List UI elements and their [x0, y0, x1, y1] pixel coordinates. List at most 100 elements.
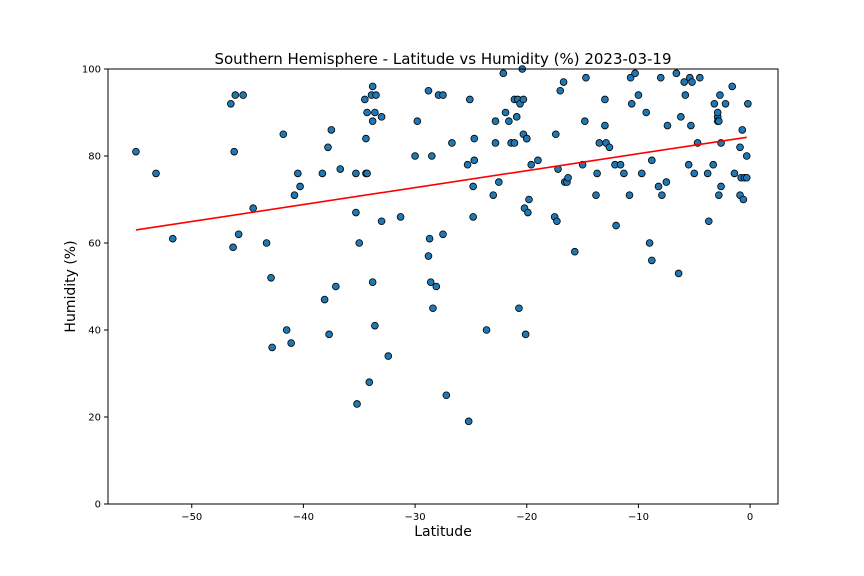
- data-point: [620, 169, 628, 178]
- data-point: [627, 100, 636, 108]
- data-point: [710, 100, 719, 108]
- data-point: [730, 169, 739, 178]
- y-tick-label: 80: [88, 152, 101, 163]
- data-point: [282, 326, 291, 334]
- data-point: [362, 134, 370, 143]
- regression-layer: [135, 136, 747, 231]
- data-point: [352, 169, 360, 178]
- data-point: [672, 69, 681, 78]
- data-point: [658, 191, 666, 199]
- data-point: [512, 113, 521, 121]
- data-point: [739, 195, 748, 204]
- data-point: [249, 204, 257, 213]
- data-point: [728, 82, 737, 91]
- data-point: [294, 169, 302, 178]
- data-point: [601, 121, 609, 130]
- data-point: [365, 378, 374, 387]
- data-point: [489, 191, 498, 199]
- data-point: [713, 108, 722, 117]
- data-point: [132, 147, 140, 156]
- data-point: [556, 86, 565, 95]
- data-point: [371, 321, 379, 330]
- data-point: [396, 213, 405, 221]
- data-point: [501, 108, 510, 117]
- regression-line: [135, 136, 747, 231]
- y-tick-label: 100: [82, 65, 101, 76]
- data-point: [268, 343, 276, 352]
- data-point: [229, 243, 237, 252]
- data-point: [413, 117, 422, 125]
- data-point: [510, 139, 519, 147]
- data-point: [425, 234, 434, 243]
- data-point: [287, 339, 295, 347]
- data-point: [377, 217, 386, 226]
- data-point: [527, 160, 536, 169]
- data-point: [384, 352, 393, 360]
- data-point: [703, 169, 712, 178]
- data-point: [168, 234, 177, 243]
- x-tick-label: −40: [293, 512, 314, 523]
- data-point: [267, 273, 275, 282]
- data-point: [491, 117, 500, 125]
- data-point: [721, 100, 730, 108]
- data-point: [634, 91, 643, 99]
- data-point: [325, 330, 333, 339]
- data-point: [324, 143, 332, 152]
- data-point: [424, 252, 433, 260]
- data-point: [677, 113, 685, 121]
- data-point: [448, 139, 456, 147]
- x-tick-label: −50: [181, 512, 202, 523]
- data-point: [642, 108, 651, 117]
- data-point: [684, 160, 693, 169]
- data-point: [738, 126, 747, 134]
- data-point: [411, 152, 419, 160]
- data-point: [663, 121, 672, 130]
- y-tick-label: 20: [88, 413, 101, 424]
- data-point: [521, 330, 530, 339]
- data-point: [371, 108, 379, 117]
- data-point: [239, 91, 247, 99]
- chart-title: Southern Hemisphere - Latitude vs Humidi…: [214, 50, 671, 68]
- data-point: [648, 156, 656, 165]
- data-point: [551, 130, 560, 139]
- data-point: [605, 143, 614, 152]
- data-point: [368, 82, 377, 91]
- data-point: [595, 139, 604, 147]
- data-point: [355, 239, 364, 247]
- data-point: [377, 113, 386, 121]
- data-point: [631, 69, 639, 78]
- data-point: [318, 169, 327, 178]
- data-point: [432, 282, 441, 291]
- data-point: [331, 282, 340, 291]
- data-point: [687, 121, 695, 130]
- data-point: [716, 91, 724, 99]
- data-point: [234, 230, 243, 239]
- data-point: [524, 208, 532, 217]
- data-point: [505, 117, 513, 125]
- data-point: [491, 139, 500, 147]
- data-point: [469, 213, 477, 221]
- data-point: [681, 91, 690, 99]
- data-point: [363, 108, 371, 117]
- data-point: [515, 304, 523, 313]
- y-tick-label: 0: [95, 500, 101, 511]
- data-point: [442, 391, 451, 400]
- data-point: [336, 165, 345, 173]
- data-point: [519, 95, 528, 104]
- data-point: [428, 152, 436, 160]
- data-point: [464, 417, 473, 426]
- y-tick-label: 60: [88, 239, 101, 250]
- data-point: [499, 69, 508, 78]
- data-point: [469, 182, 477, 191]
- data-point: [553, 217, 561, 226]
- data-point: [368, 278, 377, 286]
- data-point: [717, 182, 725, 191]
- data-point: [470, 134, 479, 143]
- y-axis-label: Humidity (%): [63, 240, 79, 332]
- x-axis-label: Latitude: [414, 524, 472, 540]
- data-point: [463, 160, 472, 169]
- data-point: [262, 239, 271, 247]
- y-axis-ticks: 0 20 40 60 80 100: [82, 65, 108, 511]
- data-point: [736, 143, 744, 152]
- data-point: [637, 169, 646, 178]
